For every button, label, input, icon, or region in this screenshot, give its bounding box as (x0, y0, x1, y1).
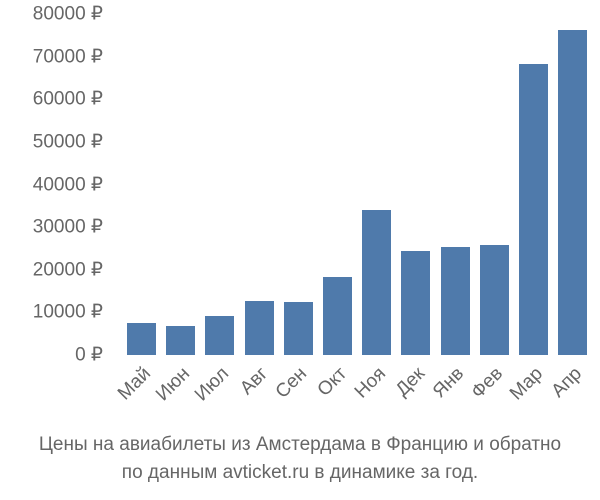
bar-9 (440, 247, 470, 355)
y-tick-label: 10000 ₽ (32, 301, 103, 323)
y-tick-label: 30000 ₽ (32, 216, 103, 238)
y-tick-label: 80000 ₽ (32, 3, 103, 25)
chart-caption-line2: по данным avticket.ru в динамике за год. (121, 462, 479, 483)
y-tick-label: 40000 ₽ (32, 174, 103, 195)
chart-caption-line1: Цены на авиабилеты из Амстердама в Франц… (38, 434, 562, 455)
bar-4 (244, 300, 274, 355)
bar-5 (283, 302, 313, 355)
bar-8 (401, 250, 431, 355)
bar-10 (479, 245, 509, 355)
bar-3 (205, 315, 235, 355)
y-tick-label: 0 ₽ (75, 344, 103, 366)
bar-12 (558, 29, 588, 355)
y-tick-label: 50000 ₽ (32, 131, 103, 153)
bar-6 (323, 276, 352, 355)
bar-2 (166, 326, 196, 355)
y-tick-label: 20000 ₽ (32, 259, 103, 281)
y-tick-label: 70000 ₽ (32, 46, 103, 68)
y-tick-label: 60000 ₽ (32, 88, 103, 110)
bar-11 (519, 63, 548, 355)
bar-7 (362, 210, 392, 355)
bar-1 (127, 323, 156, 355)
